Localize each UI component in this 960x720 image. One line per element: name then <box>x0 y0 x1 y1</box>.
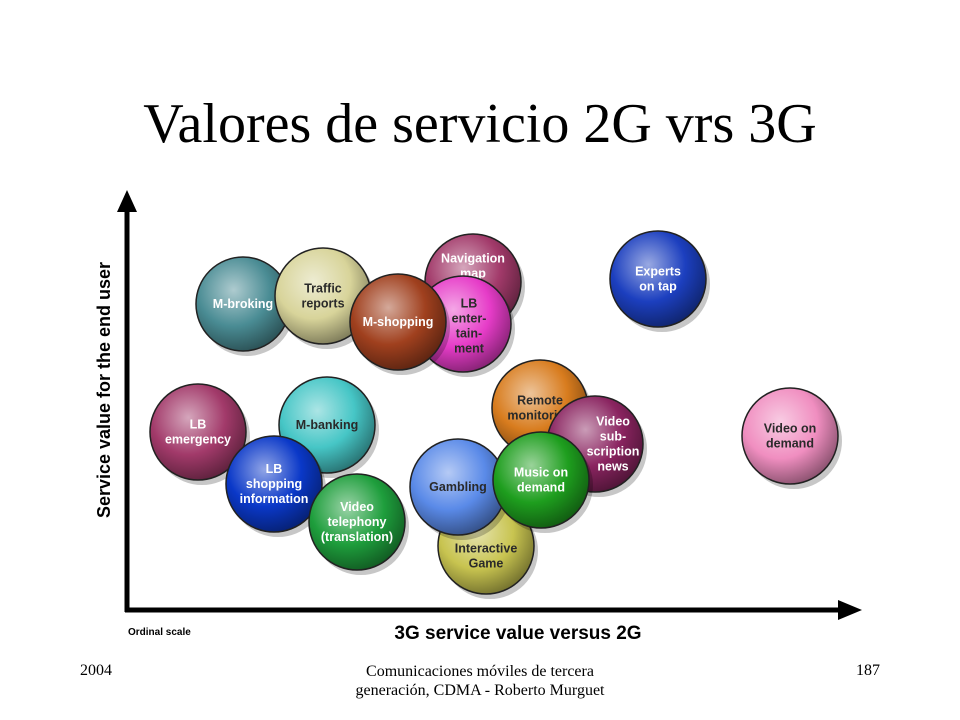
bubble-m-shopping: M-shopping <box>349 273 450 375</box>
scale-note: Ordinal scale <box>128 627 191 638</box>
bubble-label-line: demand <box>766 437 814 451</box>
bubble-label: Traffic reports <box>301 282 344 311</box>
bubble-circle <box>349 273 447 371</box>
bubble-label-line: information <box>240 492 309 506</box>
bubble-label-line: Game <box>469 557 504 571</box>
bubble-circle <box>609 230 707 328</box>
bubble-circle <box>149 383 247 481</box>
bubble-label-line: sub- <box>600 430 626 444</box>
bubble-label: M-broking <box>213 297 273 311</box>
bubble-lb-shopping-information: LB shopping information <box>225 435 326 537</box>
bubble-label-line: M-shopping <box>363 315 434 329</box>
bubble-label-line: telephony <box>327 515 386 529</box>
bubble-label-line: Gambling <box>429 480 487 494</box>
bubble-label: Gambling <box>429 480 487 494</box>
bubble-label-line: news <box>597 460 628 474</box>
bubble-label-line: reports <box>301 297 344 311</box>
bubble-music-on-demand: Music on demand <box>492 431 593 533</box>
slide-title: Valores de servicio 2G vrs 3G <box>143 93 817 155</box>
bubble-label-line: on tap <box>639 280 677 294</box>
bubble-label: LB enter-tain-ment <box>452 297 487 356</box>
bubble-label: Video telephony (translation) <box>321 500 393 544</box>
bubble-experts-on-tap: Experts on tap <box>609 230 710 332</box>
x-axis-arrow-icon <box>838 600 862 620</box>
footer-source: Comunicaciones móviles de tercera genera… <box>355 663 605 699</box>
bubble-m-broking: M-broking <box>195 256 294 356</box>
bubble-label: Experts on tap <box>635 265 681 294</box>
bubble-label-line: Video on <box>764 422 817 436</box>
bubble-label-line: (translation) <box>321 530 393 544</box>
bubble-label-line: ment <box>454 342 485 356</box>
bubble-label-line: Remote <box>517 394 563 408</box>
bubble-label: M-shopping <box>363 315 434 329</box>
bubble-label-line: Traffic <box>304 282 342 296</box>
bubble-label-line: Interactive <box>455 542 518 556</box>
bubble-label-line: scription <box>587 445 640 459</box>
bubble-label-line: LB <box>190 418 207 432</box>
bubble-label: LB shopping information <box>240 462 309 506</box>
bubble-label-line: M-broking <box>213 297 273 311</box>
bubble-label-line: demand <box>517 481 565 495</box>
bubble-circle <box>741 387 839 485</box>
bubble-label-line: emergency <box>165 433 231 447</box>
bubble-label-line: Video <box>340 500 374 514</box>
bubble-lb-emergency: LB emergency <box>149 383 250 485</box>
bubble-label: M-banking <box>296 418 359 432</box>
bubble-label-line: LB <box>461 297 478 311</box>
bubble-label-line: enter- <box>452 312 487 326</box>
bubble-label: LB emergency <box>165 418 231 447</box>
bubble-label-line: Music on <box>514 466 568 480</box>
bubble-label-line: shopping <box>246 477 302 491</box>
bubble-circle <box>225 435 323 533</box>
bubble-label-line: LB <box>266 462 283 476</box>
bubble-label: Music on demand <box>514 466 568 495</box>
x-axis-label: 3G service value versus 2G <box>394 623 641 644</box>
bubble-label-line: tain- <box>456 327 482 341</box>
bubble-circle <box>308 473 406 571</box>
bubble-label-line: Experts <box>635 265 681 279</box>
footer-page-number: 187 <box>856 662 880 679</box>
bubble-video-on-demand: Video on demand <box>741 387 842 489</box>
bubble-label: Interactive Game <box>455 542 518 571</box>
bubble-circle <box>492 431 590 529</box>
footer-year: 2004 <box>80 662 112 679</box>
y-axis-label: Service value for the end user <box>94 262 114 518</box>
y-axis-arrow-icon <box>117 190 137 212</box>
bubble-label-line: Navigation <box>441 252 505 266</box>
bubble-label: Video sub-scription news <box>587 415 640 474</box>
bubble-label-line: M-banking <box>296 418 359 432</box>
bubble-label: Video on demand <box>764 422 817 451</box>
bubble-label-line: Video <box>596 415 630 429</box>
bubble-video-telephony: Video telephony (translation) <box>308 473 409 575</box>
